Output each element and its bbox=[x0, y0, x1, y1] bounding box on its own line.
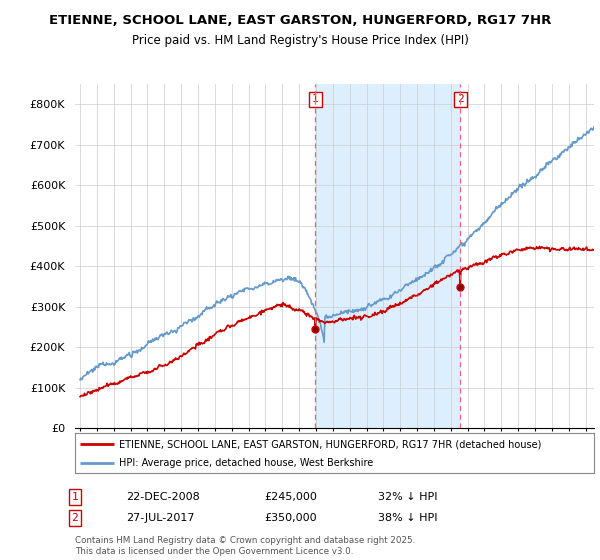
Text: ETIENNE, SCHOOL LANE, EAST GARSTON, HUNGERFORD, RG17 7HR (detached house): ETIENNE, SCHOOL LANE, EAST GARSTON, HUNG… bbox=[119, 439, 541, 449]
Text: 22-DEC-2008: 22-DEC-2008 bbox=[126, 492, 200, 502]
Text: 2: 2 bbox=[457, 94, 464, 104]
Text: 2: 2 bbox=[71, 513, 79, 523]
Text: HPI: Average price, detached house, West Berkshire: HPI: Average price, detached house, West… bbox=[119, 458, 373, 468]
Text: Price paid vs. HM Land Registry's House Price Index (HPI): Price paid vs. HM Land Registry's House … bbox=[131, 34, 469, 46]
Text: 32% ↓ HPI: 32% ↓ HPI bbox=[378, 492, 437, 502]
Bar bbox=[316, 84, 460, 428]
Text: 27-JUL-2017: 27-JUL-2017 bbox=[126, 513, 194, 523]
Text: ETIENNE, SCHOOL LANE, EAST GARSTON, HUNGERFORD, RG17 7HR: ETIENNE, SCHOOL LANE, EAST GARSTON, HUNG… bbox=[49, 14, 551, 27]
Text: £245,000: £245,000 bbox=[264, 492, 317, 502]
Text: 1: 1 bbox=[71, 492, 79, 502]
Text: 1: 1 bbox=[312, 94, 319, 104]
Text: Contains HM Land Registry data © Crown copyright and database right 2025.
This d: Contains HM Land Registry data © Crown c… bbox=[75, 536, 415, 556]
Text: £350,000: £350,000 bbox=[264, 513, 317, 523]
Text: 38% ↓ HPI: 38% ↓ HPI bbox=[378, 513, 437, 523]
